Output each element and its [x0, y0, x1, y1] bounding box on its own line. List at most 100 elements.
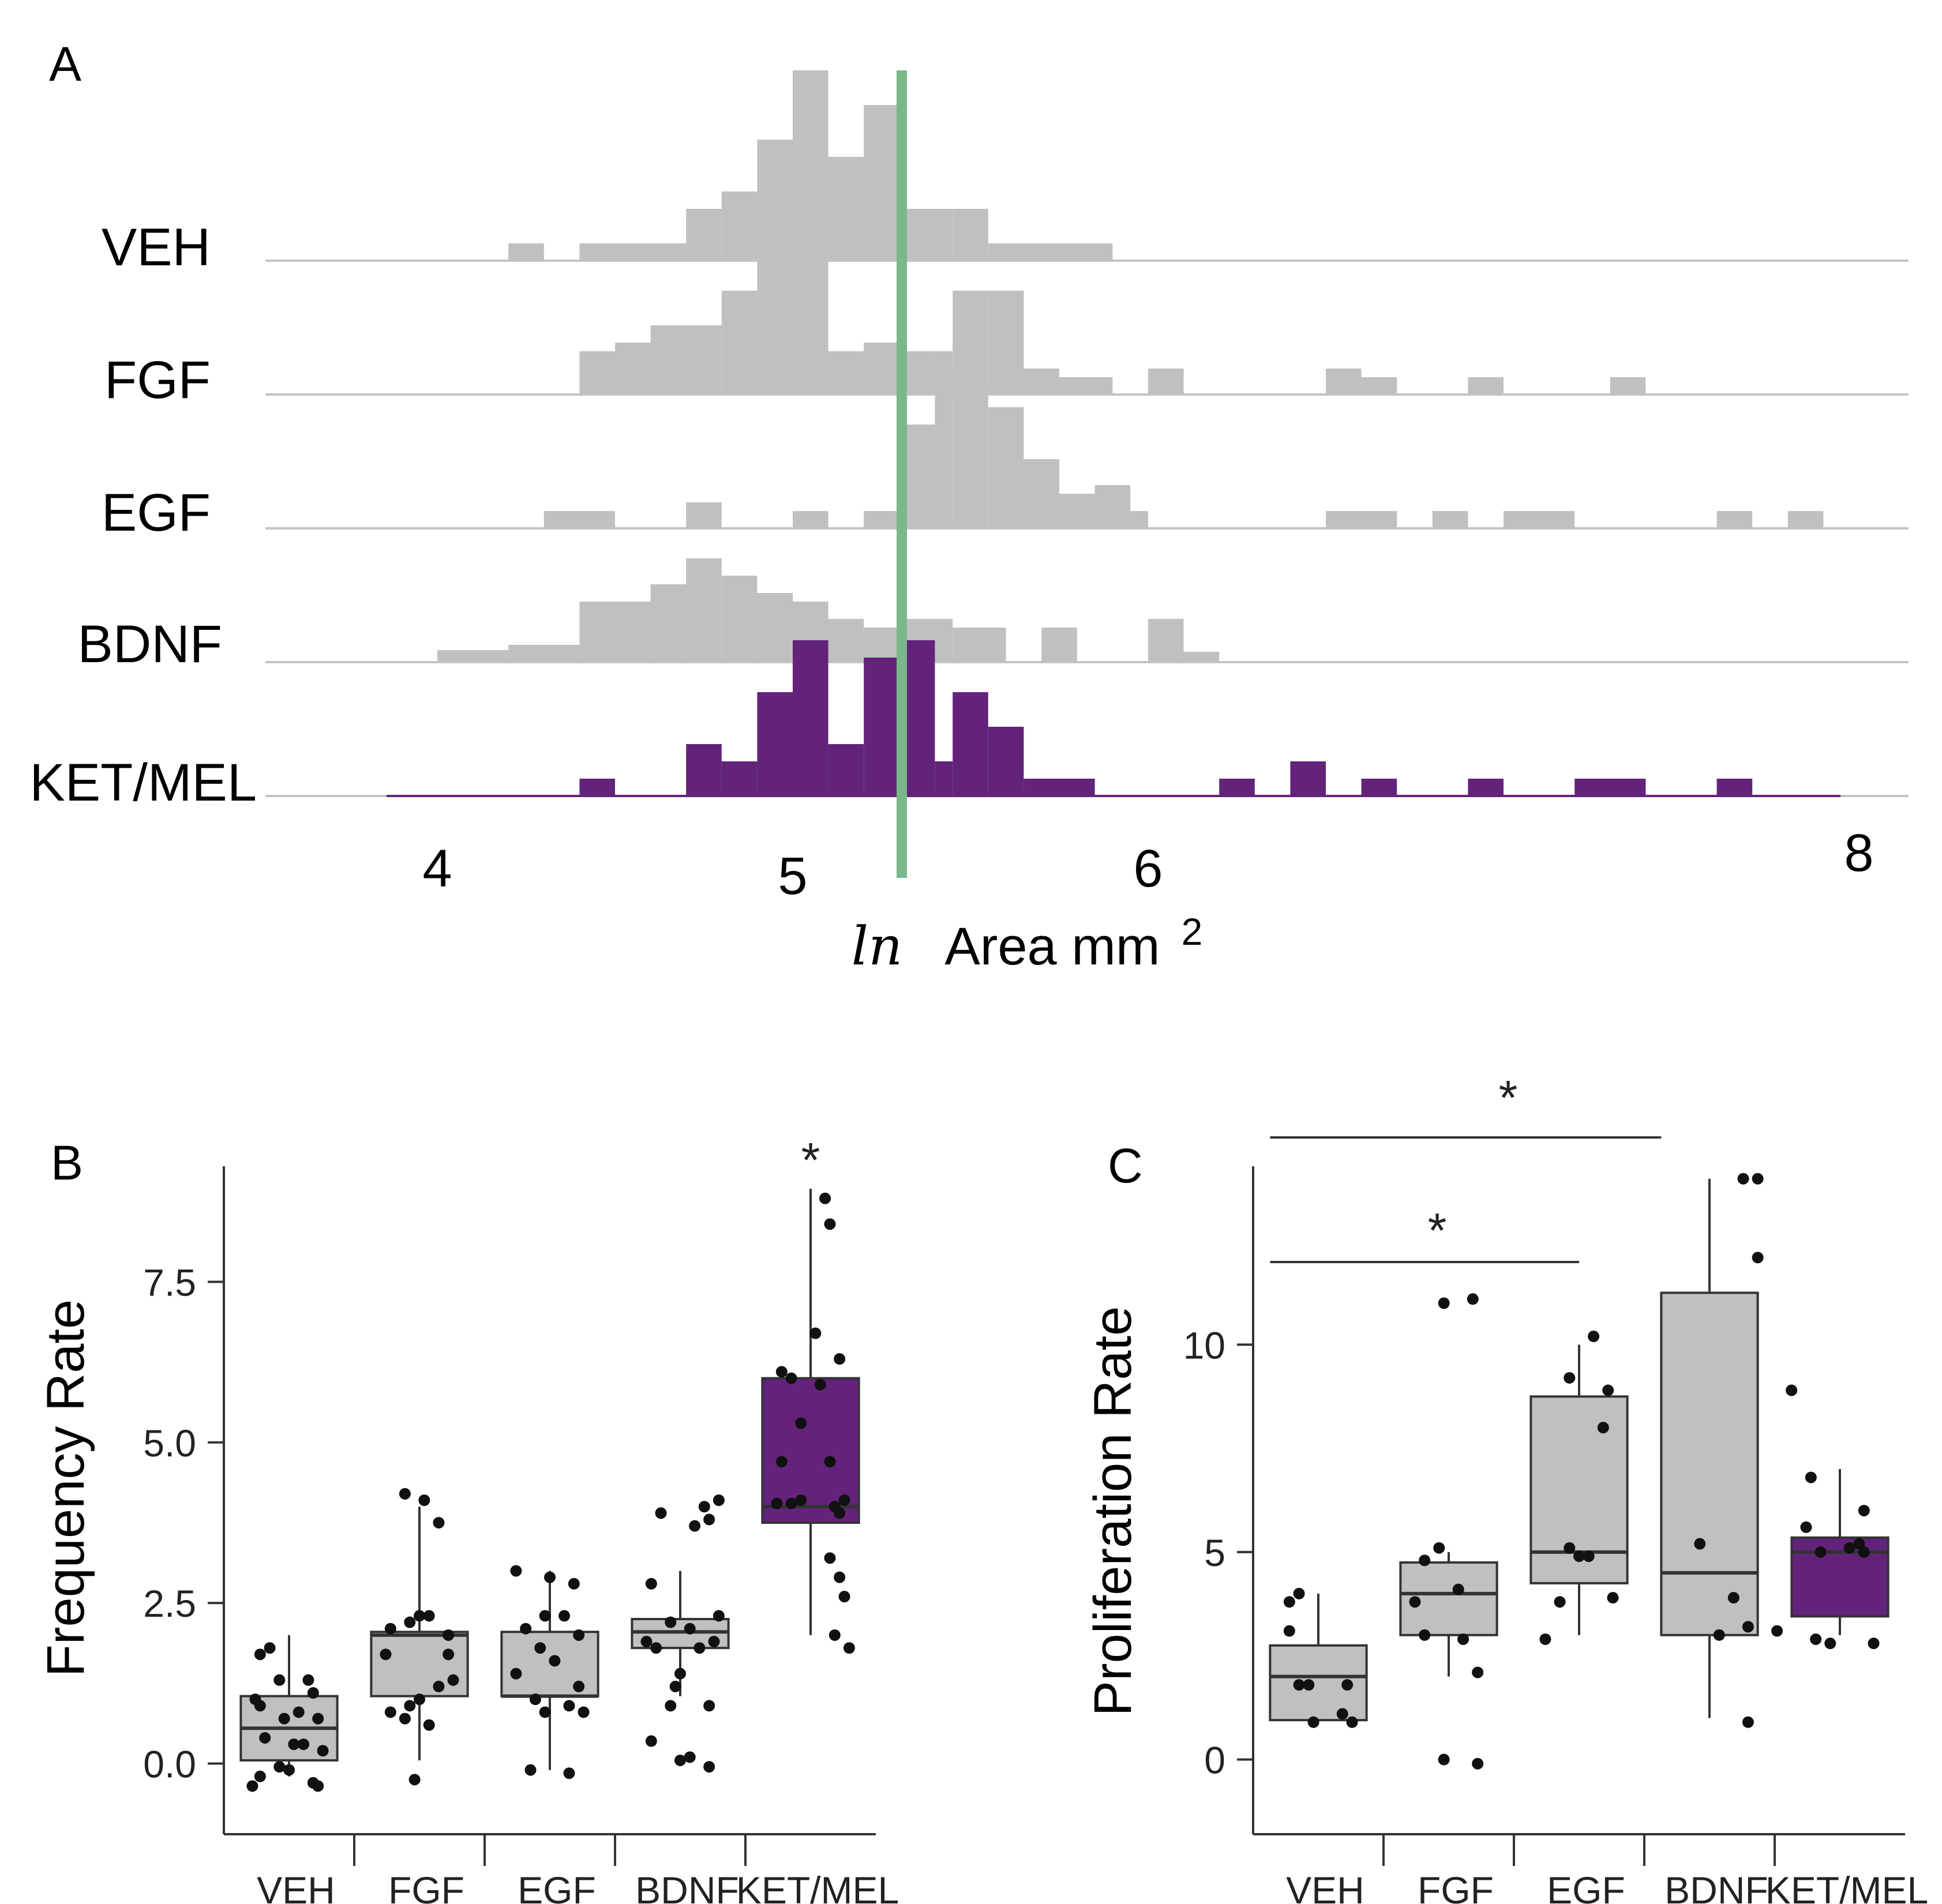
- data-point: [1573, 1550, 1585, 1563]
- x-axis-label-sup: 2: [1182, 910, 1203, 953]
- x-axis-label-ln: ln: [852, 915, 903, 977]
- x-category-label: EGF: [1547, 1869, 1625, 1904]
- x-axis-label: ln Area mm 2: [852, 910, 1203, 977]
- hist-bar-fgf: [988, 291, 1024, 395]
- data-point: [1409, 1596, 1421, 1608]
- x-category-label: KET/MEL: [1765, 1869, 1928, 1904]
- data-point: [312, 1780, 324, 1792]
- data-point: [317, 1745, 329, 1757]
- hist-bar-fgf: [1468, 377, 1504, 395]
- hist-bar-veh: [935, 209, 953, 261]
- hist-bar-bdnf: [721, 576, 758, 662]
- y-tick-label: 5: [1204, 1531, 1225, 1574]
- data-point: [1752, 1173, 1764, 1185]
- data-point: [674, 1668, 686, 1680]
- data-point: [510, 1565, 522, 1577]
- hist-bar-fgf: [579, 351, 615, 395]
- data-point: [578, 1706, 590, 1718]
- data-point: [1868, 1638, 1880, 1650]
- x-category-label: KET/MEL: [736, 1869, 899, 1904]
- data-point: [1283, 1625, 1295, 1637]
- panel-b-y-axis-label: Frequency Rate: [36, 1300, 95, 1677]
- data-point: [834, 1571, 846, 1583]
- hist-bar-ketmel: [953, 692, 988, 796]
- hist-bar-ketmel: [579, 779, 615, 796]
- data-point: [713, 1494, 725, 1506]
- data-point: [408, 1774, 421, 1786]
- hist-bar-fgf: [650, 325, 687, 395]
- y-tick-label: 0: [1204, 1739, 1225, 1782]
- data-point: [1752, 1252, 1764, 1264]
- x-category-label: VEH: [1286, 1869, 1364, 1904]
- y-tick-label: 5.0: [143, 1422, 196, 1464]
- hist-bar-ketmel: [793, 640, 828, 796]
- hist-bar-fgf: [864, 343, 899, 395]
- data-point: [1858, 1546, 1870, 1558]
- x-category-label: FGF: [1418, 1869, 1494, 1904]
- data-point: [539, 1706, 551, 1718]
- data-point: [1457, 1633, 1469, 1645]
- hist-bar-fgf: [1024, 369, 1059, 395]
- data-point: [684, 1623, 696, 1635]
- data-point: [510, 1668, 522, 1680]
- data-point: [645, 1735, 657, 1747]
- data-point: [298, 1738, 310, 1751]
- significance-star: *: [801, 1133, 820, 1187]
- data-point: [703, 1761, 715, 1773]
- data-point: [838, 1494, 850, 1506]
- hist-bar-ketmel: [1574, 779, 1646, 796]
- data-point: [1800, 1521, 1812, 1533]
- data-point: [1564, 1372, 1576, 1384]
- hist-bar-fgf: [1059, 377, 1113, 395]
- data-point: [1433, 1542, 1445, 1554]
- data-point: [1293, 1679, 1305, 1691]
- data-point: [819, 1192, 831, 1204]
- data-point: [838, 1591, 850, 1603]
- hist-bar-ketmel: [1468, 779, 1504, 796]
- data-point: [824, 1218, 836, 1230]
- data-point: [1336, 1708, 1348, 1720]
- hist-bar-bdnf: [650, 584, 687, 662]
- data-point: [1602, 1384, 1614, 1396]
- y-tick-label: 10: [1183, 1324, 1225, 1366]
- data-point: [814, 1379, 826, 1391]
- hist-bar-ketmel: [1024, 779, 1095, 796]
- hist-bar-ketmel: [864, 658, 899, 796]
- data-point: [254, 1648, 266, 1661]
- data-point: [273, 1674, 286, 1686]
- data-point: [771, 1497, 783, 1509]
- data-point: [278, 1713, 290, 1725]
- data-point: [1805, 1471, 1817, 1484]
- data-point: [1419, 1554, 1431, 1567]
- x-tick-4: 4: [422, 839, 452, 898]
- data-point: [795, 1494, 807, 1506]
- data-point: [399, 1713, 411, 1725]
- x-tick-5: 5: [778, 847, 807, 906]
- data-point: [1771, 1625, 1783, 1637]
- hist-bar-egf: [793, 511, 828, 528]
- hist-bar-ketmel: [721, 761, 758, 796]
- hist-bar-fgf: [1610, 377, 1646, 395]
- hist-bar-egf: [988, 407, 1024, 528]
- hist-bar-bdnf: [953, 628, 1006, 662]
- data-point: [1843, 1542, 1855, 1554]
- histogram-layer: [265, 70, 1909, 797]
- data-point: [1452, 1583, 1464, 1595]
- data-point: [259, 1732, 271, 1744]
- data-point: [443, 1629, 455, 1641]
- hist-bar-ketmel: [1219, 779, 1255, 796]
- hist-bar-bdnf: [1148, 619, 1184, 662]
- x-category-label: BDNF: [635, 1869, 739, 1904]
- data-point: [1786, 1384, 1798, 1396]
- data-point: [843, 1642, 855, 1654]
- panel-b-label: B: [51, 1136, 83, 1190]
- data-point: [1346, 1716, 1358, 1728]
- x-category-label: BDNF: [1664, 1869, 1768, 1904]
- x-tick-6: 6: [1133, 839, 1163, 898]
- data-point: [568, 1578, 580, 1590]
- data-point: [1727, 1592, 1739, 1604]
- hist-bar-fgf: [828, 351, 864, 395]
- hist-bar-egf: [864, 511, 899, 528]
- data-point: [698, 1501, 710, 1513]
